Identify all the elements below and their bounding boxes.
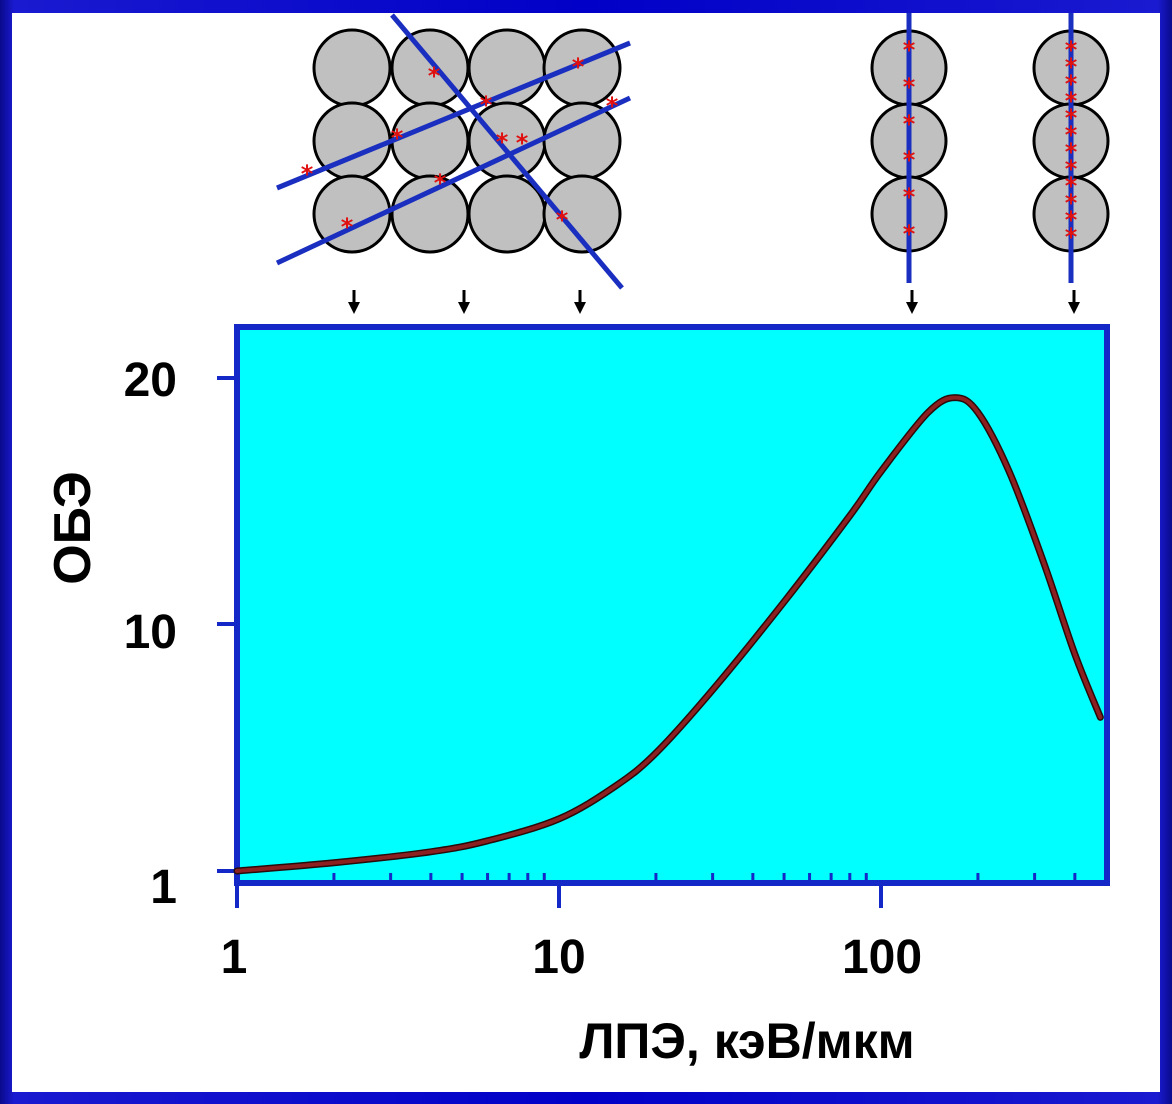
arrow-head (574, 302, 586, 314)
x-tick-label: 100 (842, 931, 922, 984)
ionization-event: * (1065, 138, 1078, 166)
particle-track (276, 40, 631, 191)
ionization-event: * (1065, 189, 1078, 217)
ionization-event: * (1065, 87, 1078, 115)
ionization-event: * (1065, 155, 1078, 183)
series-group (233, 394, 1104, 875)
ionization-event: * (606, 92, 619, 120)
ionization-event: * (1065, 223, 1078, 251)
arrow-head (348, 302, 360, 314)
cell-illustration: ******** ********************* (275, 13, 1110, 314)
ionization-event: * (1065, 172, 1078, 200)
cell (312, 174, 392, 254)
ionization-event: * (903, 183, 916, 211)
arrow-head (906, 302, 918, 314)
ionization-event: * (496, 128, 509, 156)
x-axis-title: ЛПЭ, кэВ/мкм (579, 1013, 914, 1069)
series-line (235, 395, 1103, 873)
ionization-event: * (903, 110, 916, 138)
axis-ticks (217, 376, 1108, 908)
arrow-head (1068, 302, 1080, 314)
chart: ******** ********************* 20 10 1 1 … (44, 13, 1110, 1069)
y-tick-label: 1 (150, 861, 177, 914)
ionization-event: * (1065, 104, 1078, 132)
ionization-event: * (1065, 36, 1078, 64)
ionization-event: * (341, 213, 354, 241)
y-tick-label: 10 (124, 606, 177, 659)
cell (542, 174, 622, 254)
ionization-event: * (1065, 121, 1078, 149)
cell (312, 28, 392, 108)
particle-track (275, 95, 632, 266)
ionization-event: * (903, 36, 916, 64)
ionization-event: * (1065, 70, 1078, 98)
x-tick-label: 10 (532, 931, 585, 984)
ionization-event: * (572, 53, 585, 81)
slide: * * * * * * * * * * * * * * * * * * * * * * * * * * * * * 20 10 1 1 … (12, 13, 1160, 1092)
ionization-event: * (903, 73, 916, 101)
ionization-event: * (556, 206, 569, 234)
particle-track (390, 13, 624, 290)
cell (390, 174, 470, 254)
ionization-event: * (301, 160, 314, 188)
arrow-head (458, 302, 470, 314)
ionization-event: * (903, 146, 916, 174)
ionization-event: * (391, 124, 404, 152)
ionization-event: * (1065, 53, 1078, 81)
ionization-event: * (434, 169, 447, 197)
ionization-event: * (428, 62, 441, 90)
ionization-event: * (480, 91, 493, 119)
ionization-event: * (1065, 206, 1078, 234)
cell (467, 174, 547, 254)
x-tick-label: 1 (221, 931, 248, 984)
y-tick-label: 20 (124, 354, 177, 407)
ionization-event: * (516, 129, 529, 157)
plot-area (234, 324, 1110, 886)
ionization-event: * (903, 220, 916, 248)
y-axis-title: ОБЭ (44, 471, 102, 585)
